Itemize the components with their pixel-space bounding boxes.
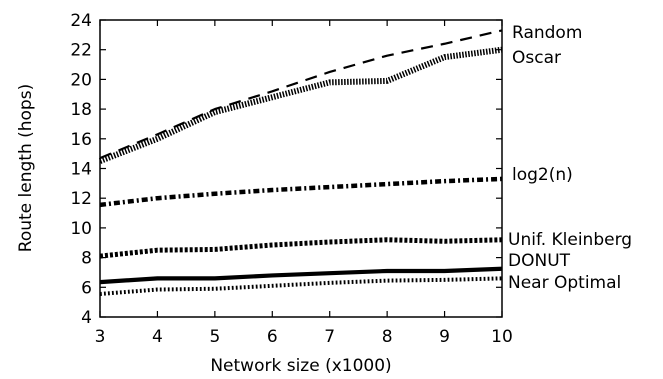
y-tick-label: 14 — [70, 160, 92, 180]
x-axis-label: Network size (x1000) — [210, 356, 391, 376]
y-tick-label: 10 — [70, 219, 92, 239]
y-axis-label: Route length (hops) — [16, 84, 36, 252]
series-label: log2(n) — [512, 165, 573, 185]
y-tick-label: 18 — [70, 100, 92, 120]
y-tick-label: 24 — [70, 11, 92, 31]
y-tick-label: 16 — [70, 130, 92, 150]
x-tick-label: 6 — [267, 327, 278, 347]
series-label: Near Optimal — [508, 273, 621, 293]
series-labels: Random Oscar log2(n) Unif. KleinbergDONUTNe… — [508, 23, 632, 293]
x-tick-label: 8 — [382, 327, 393, 347]
y-tick-label: 6 — [81, 278, 92, 298]
series-line-unif-kleinberg — [99, 237, 503, 259]
series-line-log2-n — [99, 176, 503, 208]
x-tick-label: 3 — [95, 327, 106, 347]
series-line-near-optimal — [99, 276, 503, 296]
x-tick-label: 9 — [439, 327, 450, 347]
series-label: Unif. Kleinberg — [508, 230, 632, 250]
x-tick-label: 7 — [324, 327, 335, 347]
series-label: Random — [512, 23, 582, 43]
y-axis: 4 6 8 10 12 14 16 18 20 22 24 — [70, 11, 502, 328]
y-tick-label: 20 — [70, 70, 92, 90]
series-line-oscar — [98, 46, 503, 164]
series-lines — [98, 29, 503, 296]
x-axis: 3 4 5 6 7 8 9 10 — [95, 20, 513, 347]
series-label: Oscar — [512, 48, 561, 68]
x-tick-label: 10 — [491, 327, 513, 347]
x-tick-label: 4 — [152, 327, 163, 347]
x-tick-label: 5 — [209, 327, 220, 347]
y-tick-label: 4 — [81, 308, 92, 328]
y-tick-label: 22 — [70, 41, 92, 61]
y-tick-label: 12 — [70, 189, 92, 209]
series-line-donut — [99, 266, 503, 285]
series-label: DONUT — [508, 251, 571, 271]
y-tick-label: 8 — [81, 249, 92, 269]
